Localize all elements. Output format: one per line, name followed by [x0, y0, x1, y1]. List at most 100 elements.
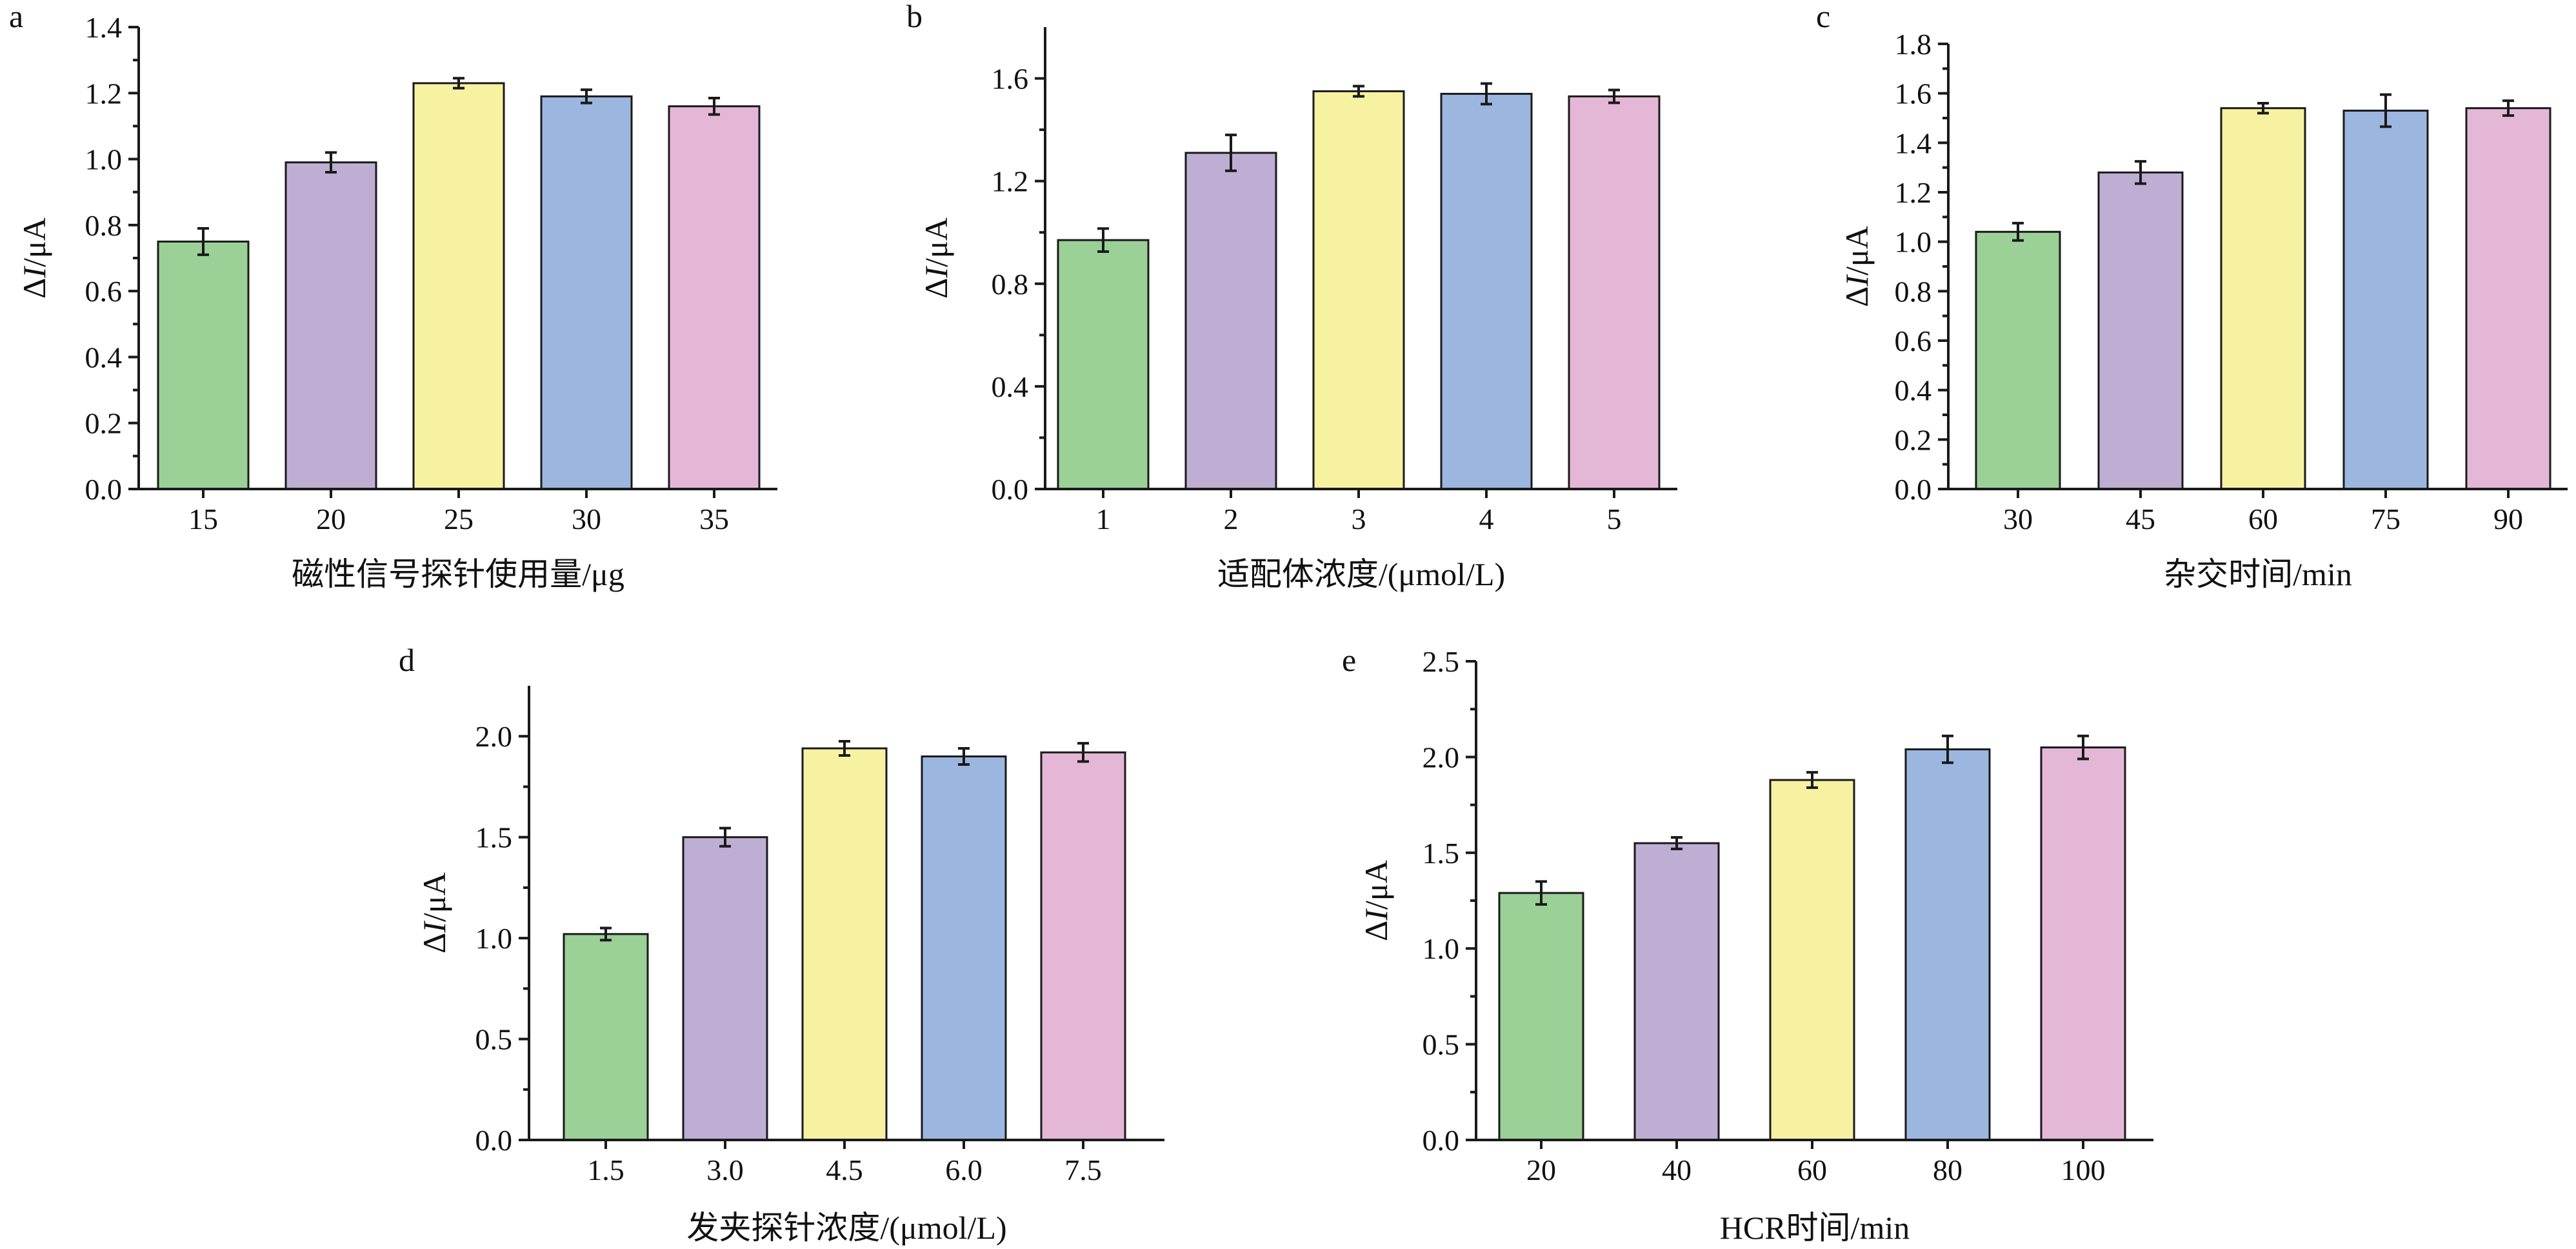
- error-bar: [1535, 880, 1547, 906]
- y-tick-label: 0.4: [85, 341, 123, 374]
- bar-2: [1184, 152, 1277, 490]
- x-axis-title: 适配体浓度/(μmol/L): [1217, 556, 1505, 592]
- y-tick-label: 1.8: [1895, 28, 1932, 61]
- y-tick-label: 0.6: [1895, 325, 1932, 357]
- x-tick-label: 4: [1479, 503, 1494, 535]
- bar-20: [1498, 892, 1584, 1141]
- y-tick-label: 2.0: [1423, 741, 1460, 774]
- bar-15: [157, 240, 250, 490]
- error-bar: [325, 151, 337, 174]
- error-bar: [839, 740, 850, 757]
- bar-30: [540, 95, 633, 490]
- x-tick-label: 5: [1607, 503, 1622, 535]
- bar-90: [2465, 107, 2551, 490]
- y-tick-label: 1.0: [1895, 226, 1932, 259]
- y-tick-label: 1.5: [475, 821, 513, 854]
- y-tick-label: 0.2: [1895, 423, 1932, 456]
- error-bar: [197, 226, 209, 256]
- bar-75: [2342, 110, 2429, 490]
- x-tick-label: 100: [2061, 1154, 2106, 1186]
- y-tick-label: 0.6: [85, 275, 123, 308]
- y-tick-label: 0.8: [85, 209, 123, 242]
- x-tick-label: 30: [572, 503, 601, 535]
- x-tick-label: 3: [1352, 503, 1366, 535]
- y-tick-label: 1.2: [992, 165, 1029, 198]
- x-tick-label: 60: [1797, 1154, 1827, 1186]
- y-tick-label: 2.0: [475, 720, 513, 753]
- bar-60: [1769, 779, 1855, 1141]
- error-bar: [708, 96, 720, 116]
- panel-letter: a: [9, 0, 23, 34]
- bar-4: [1440, 92, 1533, 490]
- bar-35: [668, 105, 761, 490]
- x-tick-label: 2: [1224, 503, 1239, 535]
- error-bar: [719, 826, 731, 848]
- error-bar: [1097, 227, 1109, 254]
- x-tick-label: 25: [444, 503, 474, 535]
- error-bar: [2135, 160, 2146, 185]
- bar-40: [1633, 842, 1720, 1141]
- x-tick-label: 60: [2248, 503, 2278, 535]
- bar-45: [2097, 171, 2184, 490]
- panel-letter: c: [1816, 0, 1830, 34]
- bar-7.5: [1040, 751, 1126, 1141]
- y-tick-label: 0.8: [1895, 275, 1932, 308]
- bar-80: [1904, 748, 1991, 1141]
- x-tick-label: 45: [2126, 503, 2155, 535]
- x-tick-label: 4.5: [826, 1154, 863, 1186]
- x-tick-label: 30: [2003, 503, 2033, 535]
- error-bar: [1806, 771, 1818, 789]
- chart-panel-d: d 1.5 3.0 4.5 6.0 7.5 0.0 0.5 1.0 1.5 2.0 ΔI/μA 发夹探针…: [399, 642, 1164, 1246]
- error-bar: [1077, 742, 1089, 763]
- y-axis-title: ΔI/μA: [918, 217, 954, 299]
- error-bar: [2012, 221, 2024, 242]
- chart-panel-c: c 30 45 60 75 90 0.0 0.2 0.4 0.6 0.8 1.0 1.2 1.4 1.6 1.…: [1816, 0, 2568, 592]
- error-bar: [958, 746, 970, 766]
- error-bar: [2502, 99, 2514, 117]
- error-bar: [1353, 85, 1364, 98]
- y-tick-label: 2.5: [1423, 645, 1460, 678]
- error-bar: [1608, 88, 1620, 105]
- y-tick-label: 1.4: [1895, 126, 1932, 159]
- y-axis-title: ΔI/μA: [16, 217, 52, 299]
- y-tick-label: 1.6: [1895, 77, 1932, 110]
- bar-60: [2220, 107, 2306, 490]
- x-tick-label: 80: [1933, 1154, 1962, 1186]
- error-bar: [600, 926, 612, 942]
- bar-5: [1568, 95, 1661, 490]
- bar-1: [1057, 239, 1150, 490]
- chart-panel-a: a 15 20 25 30 35 0.0 0.2 0.4 0.6 0.8 1.0 1.2 1.4 ΔI/μA…: [9, 0, 777, 592]
- y-tick-label: 0.2: [85, 407, 123, 440]
- error-bar: [2380, 93, 2391, 128]
- y-tick-label: 1.2: [1895, 176, 1932, 209]
- y-tick-label: 0.5: [475, 1023, 513, 1056]
- panel-letter: e: [1342, 642, 1356, 678]
- error-bar: [581, 88, 592, 105]
- panel-letter: b: [906, 0, 923, 34]
- error-bar: [1942, 734, 1953, 764]
- x-tick-label: 6.0: [945, 1154, 983, 1186]
- chart-panel-e: e 20 40 60 80 100 0.0 0.5 1.0 1.5 2.0 2.5 ΔI/μA HCR时间…: [1342, 642, 2153, 1246]
- x-tick-label: 3.0: [706, 1154, 744, 1186]
- y-tick-label: 0.4: [1895, 374, 1932, 407]
- bar-30: [1975, 230, 2061, 490]
- bar-4.5: [801, 747, 888, 1141]
- x-tick-label: 15: [188, 503, 218, 535]
- x-tick-label: 35: [699, 503, 729, 535]
- x-tick-label: 7.5: [1064, 1154, 1102, 1186]
- y-tick-label: 1.4: [85, 11, 123, 44]
- x-tick-label: 75: [2371, 503, 2401, 535]
- bar-25: [412, 82, 505, 490]
- x-tick-label: 20: [316, 503, 346, 535]
- x-axis-title: 发夹探针浓度/(μmol/L): [686, 1210, 1006, 1246]
- x-tick-label: 90: [2493, 503, 2523, 535]
- y-tick-label: 0.0: [1895, 473, 1932, 506]
- error-bar: [1225, 134, 1237, 172]
- y-tick-label: 1.2: [85, 77, 123, 110]
- error-bar: [1481, 82, 1492, 106]
- error-bar: [1671, 836, 1682, 850]
- chart-panel-b: b 1 2 3 4 5 0.0 0.4 0.8 1.2 1.6 ΔI/μA 适配体浓度/(μmol/L): [906, 0, 1677, 592]
- x-axis-title: HCR时间/min: [1720, 1210, 1910, 1246]
- y-tick-label: 0.5: [1423, 1028, 1460, 1061]
